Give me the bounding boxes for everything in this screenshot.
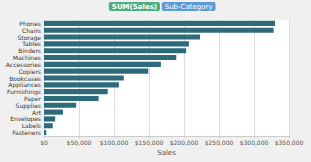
svg-text:Storage: Storage [17,33,41,41]
svg-text:Chairs: Chairs [22,26,41,34]
svg-text:Machines: Machines [12,54,41,61]
svg-text:Tables: Tables [22,40,41,48]
svg-text:Paper: Paper [24,95,41,102]
svg-text:Art: Art [32,108,41,116]
svg-text:SUM(Sales): SUM(Sales) [112,3,157,11]
svg-text:Sales: Sales [157,149,176,157]
svg-text:$350,000: $350,000 [275,139,304,146]
svg-text:$0: $0 [40,139,48,146]
svg-text:$150,000: $150,000 [135,139,164,146]
svg-text:Fasteners: Fasteners [12,129,41,136]
svg-text:Labels: Labels [21,122,41,130]
svg-text:$50,000: $50,000 [67,139,92,146]
svg-text:Sub-Category: Sub-Category [165,3,213,11]
svg-text:$300,000: $300,000 [240,139,269,146]
svg-text:Envelopes: Envelopes [10,115,41,123]
svg-text:Furnishings: Furnishings [6,88,41,96]
svg-text:Appliances: Appliances [8,81,41,89]
svg-text:Copiers: Copiers [18,67,41,75]
svg-text:Binders: Binders [18,47,41,55]
svg-text:$200,000: $200,000 [170,139,199,146]
svg-text:$250,000: $250,000 [205,139,234,146]
svg-text:$100,000: $100,000 [100,139,129,146]
svg-text:Phones: Phones [19,19,41,27]
svg-text:Bookcases: Bookcases [9,74,41,82]
svg-text:Accessories: Accessories [5,60,41,68]
svg-text:Supplies: Supplies [15,101,41,109]
